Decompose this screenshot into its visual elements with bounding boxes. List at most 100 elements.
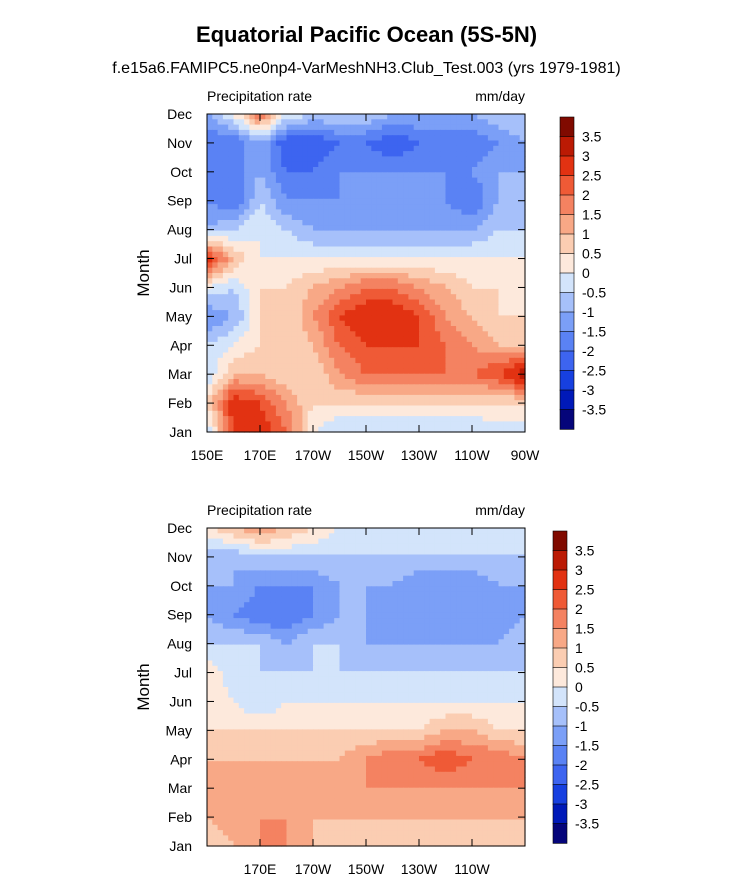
- heatmap-cell: [424, 188, 431, 195]
- heatmap-cell: [397, 267, 404, 274]
- heatmap-cell: [408, 549, 415, 556]
- heatmap-cell: [260, 151, 266, 157]
- heatmap-cell: [376, 278, 383, 285]
- heatmap-cell: [381, 533, 388, 540]
- heatmap-cell: [450, 124, 457, 131]
- heatmap-cell: [328, 586, 335, 593]
- heatmap-cell: [408, 262, 415, 269]
- heatmap-cell: [265, 246, 272, 253]
- heatmap-cell: [403, 177, 409, 184]
- heatmap-cell: [519, 554, 526, 561]
- heatmap-cell: [270, 400, 277, 407]
- heatmap-cell: [323, 533, 330, 540]
- heatmap-cell: [254, 363, 261, 369]
- heatmap-cell: [440, 602, 447, 609]
- heatmap-cell: [413, 384, 420, 391]
- heatmap-cell: [450, 612, 457, 619]
- heatmap-cell: [456, 145, 462, 152]
- heatmap-cell: [397, 124, 404, 131]
- heatmap-cell: [265, 538, 272, 545]
- heatmap-cell: [265, 336, 272, 343]
- heatmap-cell: [350, 188, 356, 195]
- heatmap-cell: [440, 188, 447, 195]
- heatmap-cell: [509, 628, 515, 635]
- heatmap-cell: [429, 119, 436, 126]
- heatmap-cell: [286, 416, 293, 422]
- heatmap-cell: [291, 421, 298, 428]
- heatmap-cell: [302, 357, 309, 364]
- heatmap-cell: [334, 426, 341, 433]
- heatmap-cell: [466, 554, 473, 561]
- heatmap-cell: [397, 421, 404, 428]
- heatmap-cell: [461, 235, 468, 242]
- heatmap-cell: [275, 538, 282, 545]
- heatmap-cell: [328, 135, 335, 142]
- heatmap-cell: [366, 426, 372, 433]
- heatmap-cell: [222, 347, 229, 354]
- heatmap-cell: [450, 241, 457, 248]
- heatmap-cell: [323, 214, 330, 221]
- heatmap-cell: [228, 405, 235, 412]
- heatmap-cell: [249, 559, 256, 566]
- heatmap-cell: [461, 241, 468, 248]
- heatmap-cell: [260, 623, 266, 630]
- heatmap-cell: [413, 278, 420, 285]
- heatmap-cell: [360, 124, 367, 131]
- heatmap-cell: [260, 278, 266, 285]
- heatmap-cell: [297, 357, 303, 364]
- heatmap-cell: [238, 410, 245, 417]
- heatmap-cell: [307, 628, 314, 635]
- heatmap-cell: [350, 623, 356, 630]
- heatmap-cell: [344, 278, 351, 285]
- heatmap-cell: [275, 379, 282, 385]
- heatmap-cell: [376, 528, 383, 534]
- heatmap-cell: [392, 368, 399, 375]
- heatmap-cell: [376, 373, 383, 380]
- heatmap-cell: [249, 581, 256, 587]
- heatmap-cell: [323, 405, 330, 412]
- heatmap-cell: [493, 421, 500, 428]
- heatmap-cell: [509, 124, 515, 131]
- heatmap-cell: [472, 368, 478, 375]
- heatmap-cell: [397, 341, 404, 348]
- heatmap-cell: [503, 331, 510, 338]
- heatmap-cell: [440, 220, 447, 226]
- heatmap-cell: [445, 198, 452, 205]
- heatmap-cell: [217, 209, 224, 216]
- heatmap-cell: [461, 394, 468, 401]
- heatmap-cell: [339, 161, 346, 168]
- heatmap-cell: [286, 129, 293, 136]
- heatmap-cell: [297, 575, 303, 582]
- heatmap-cell: [371, 373, 378, 380]
- heatmap-cell: [371, 315, 378, 322]
- heatmap-cell: [291, 575, 298, 582]
- heatmap-cell: [334, 347, 341, 354]
- heatmap-cell: [440, 315, 447, 322]
- heatmap-cell: [419, 156, 425, 163]
- heatmap-cell: [286, 161, 293, 168]
- heatmap-cell: [403, 565, 409, 571]
- heatmap-cell: [503, 156, 510, 163]
- heatmap-cell: [249, 129, 256, 136]
- heatmap-cell: [238, 373, 245, 380]
- heatmap-cell: [366, 612, 372, 619]
- heatmap-cell: [450, 607, 457, 614]
- heatmap-cell: [249, 251, 256, 258]
- heatmap-cell: [461, 262, 468, 269]
- heatmap-cell: [472, 156, 478, 163]
- heatmap-cell: [275, 575, 282, 582]
- heatmap-cell: [302, 288, 309, 295]
- heatmap-cell: [313, 246, 319, 253]
- heatmap-cell: [403, 612, 409, 619]
- heatmap-cell: [270, 241, 277, 248]
- heatmap-cell: [212, 331, 219, 338]
- heatmap-cell: [254, 257, 261, 263]
- heatmap-cell: [472, 421, 478, 428]
- heatmap-cell: [408, 204, 415, 210]
- heatmap-cell: [217, 294, 224, 301]
- heatmap-cell: [434, 596, 441, 603]
- heatmap-cell: [222, 299, 229, 306]
- heatmap-cell: [275, 394, 282, 401]
- heatmap-cell: [456, 294, 462, 301]
- heatmap-cell: [233, 389, 240, 396]
